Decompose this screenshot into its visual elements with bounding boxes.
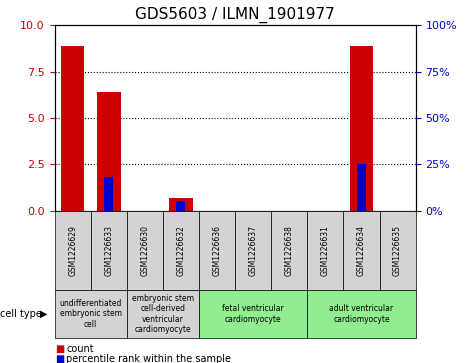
Text: GSM1226635: GSM1226635 (393, 225, 402, 276)
Text: GSM1226634: GSM1226634 (357, 225, 366, 276)
Bar (97, 92, 121, 211)
Text: percentile rank within the sample: percentile rank within the sample (66, 354, 231, 363)
Text: GSM1226633: GSM1226633 (104, 225, 113, 276)
Bar (199, 290, 307, 338)
Title: GDS5603 / ILMN_1901977: GDS5603 / ILMN_1901977 (135, 7, 335, 23)
Text: GSM1226630: GSM1226630 (141, 225, 149, 276)
Bar (307, 290, 416, 338)
Text: embryonic stem
cell-derived
ventricular
cardiomyocyte: embryonic stem cell-derived ventricular … (132, 294, 194, 334)
Bar (199, 211, 235, 290)
Text: cell type: cell type (0, 309, 42, 319)
Bar (55, 211, 91, 290)
Bar (127, 290, 199, 338)
Text: ■: ■ (55, 344, 64, 354)
Bar (350, 46, 373, 211)
Text: GSM1226632: GSM1226632 (177, 225, 185, 276)
Text: adult ventricular
cardiomyocyte: adult ventricular cardiomyocyte (330, 304, 393, 324)
Text: fetal ventricular
cardiomyocyte: fetal ventricular cardiomyocyte (222, 304, 284, 324)
Text: count: count (66, 344, 94, 354)
Bar (169, 197, 193, 211)
Bar (343, 211, 380, 290)
Bar (163, 211, 199, 290)
Text: undifferentiated
embryonic stem
cell: undifferentiated embryonic stem cell (59, 299, 122, 329)
Text: GSM1226636: GSM1226636 (213, 225, 221, 276)
Bar (271, 211, 307, 290)
Bar (357, 164, 366, 211)
Bar (307, 211, 343, 290)
Text: GSM1226631: GSM1226631 (321, 225, 330, 276)
Bar (104, 177, 114, 211)
Bar (55, 290, 127, 338)
Bar (127, 211, 163, 290)
Bar (91, 211, 127, 290)
Text: ■: ■ (55, 354, 64, 363)
Bar (61, 46, 85, 211)
Text: GSM1226637: GSM1226637 (249, 225, 257, 276)
Text: ▶: ▶ (40, 309, 48, 319)
Text: GSM1226638: GSM1226638 (285, 225, 294, 276)
Bar (235, 211, 271, 290)
Bar (177, 201, 185, 211)
Bar (380, 211, 416, 290)
Text: GSM1226629: GSM1226629 (68, 225, 77, 276)
